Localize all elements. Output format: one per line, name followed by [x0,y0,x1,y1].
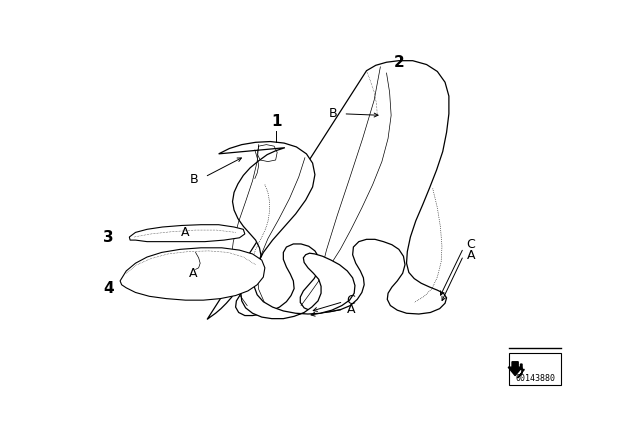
Polygon shape [508,362,522,375]
Text: A: A [467,249,475,262]
Text: C: C [467,238,476,251]
Polygon shape [120,248,265,300]
Text: A: A [346,303,355,316]
Text: 4: 4 [103,281,114,296]
Text: B: B [190,173,198,186]
Text: 00143880: 00143880 [515,375,555,383]
Text: 1: 1 [271,114,282,129]
Polygon shape [129,225,245,241]
Text: B: B [328,108,337,121]
Text: A: A [189,267,198,280]
Bar [509,353,561,385]
Text: 3: 3 [103,229,114,245]
Polygon shape [207,60,449,319]
Polygon shape [517,364,524,378]
Polygon shape [219,142,355,319]
Text: A: A [181,226,190,239]
Text: 2: 2 [394,55,405,70]
Text: C: C [346,293,355,307]
